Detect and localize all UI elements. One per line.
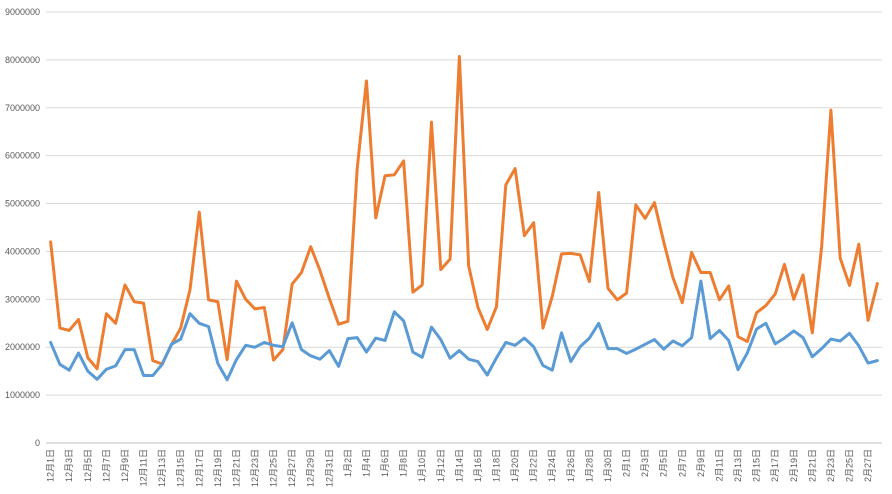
x-tick-label: 2月17日 xyxy=(770,449,780,482)
x-tick-label: 12月15日 xyxy=(176,449,186,487)
y-tick-label: 0 xyxy=(35,438,40,448)
x-tick-label: 12月21日 xyxy=(231,449,241,487)
x-tick-label: 1月28日 xyxy=(584,449,594,482)
x-tick-label: 1月4日 xyxy=(361,449,371,477)
x-tick-label: 12月9日 xyxy=(120,449,130,482)
x-tick-label: 12月1日 xyxy=(46,449,56,482)
y-tick-label: 3000000 xyxy=(5,294,40,304)
y-tick-label: 6000000 xyxy=(5,151,40,161)
x-tick-label: 1月20日 xyxy=(510,449,520,482)
x-tick-label: 2月15日 xyxy=(752,449,762,482)
x-tick-label: 1月24日 xyxy=(547,449,557,482)
x-tick-label: 12月19日 xyxy=(213,449,223,487)
x-tick-label: 2月7日 xyxy=(677,449,687,477)
x-tick-label: 1月22日 xyxy=(529,449,539,482)
x-tick-label: 2月11日 xyxy=(714,449,724,481)
x-tick-label: 2月23日 xyxy=(826,449,836,482)
x-tick-label: 2月9日 xyxy=(696,449,706,477)
x-tick-label: 2月13日 xyxy=(733,449,743,482)
x-tick-label: 12月11日 xyxy=(139,449,149,486)
x-tick-label: 1月14日 xyxy=(454,449,464,482)
x-tick-label: 12月31日 xyxy=(324,449,334,487)
x-tick-label: 12月25日 xyxy=(269,449,279,487)
y-tick-label: 1000000 xyxy=(5,390,40,400)
x-tick-label: 1月12日 xyxy=(436,449,446,482)
series-line-2 xyxy=(49,279,879,382)
series-lines xyxy=(49,55,879,382)
x-tick-label: 12月7日 xyxy=(101,449,111,482)
x-tick-label: 1月26日 xyxy=(566,449,576,482)
x-axis-tick-labels: 12月1日 12月3日 12月5日 12月7日 12月9日 12月11日 12月13日 12月… xyxy=(46,449,873,487)
x-tick-label: 2月19日 xyxy=(789,449,799,482)
x-tick-label: 12月23日 xyxy=(250,449,260,487)
x-tick-label: 12月17日 xyxy=(194,449,204,487)
y-tick-label: 4000000 xyxy=(5,246,40,256)
x-tick-label: 2月27日 xyxy=(863,449,873,482)
y-tick-label: 8000000 xyxy=(5,55,40,65)
y-tick-label: 9000000 xyxy=(5,7,40,17)
x-tick-label: 1月16日 xyxy=(473,449,483,482)
x-tick-label: 12月3日 xyxy=(64,449,74,482)
y-axis-tick-labels: 0 1000000 2000000 3000000 4000000 5000000 6000… xyxy=(5,7,40,448)
x-tick-label: 2月1日 xyxy=(622,449,632,477)
x-tick-label: 2月5日 xyxy=(659,449,669,477)
y-tick-label: 5000000 xyxy=(5,199,40,209)
x-tick-label: 12月13日 xyxy=(157,449,167,487)
gridlines xyxy=(46,11,882,396)
x-tick-label: 2月25日 xyxy=(844,449,854,482)
x-tick-label: 1月8日 xyxy=(399,449,409,477)
x-tick-label: 1月18日 xyxy=(492,449,502,482)
x-tick-label: 1月30日 xyxy=(603,449,613,482)
x-tick-label: 2月3日 xyxy=(640,449,650,477)
y-tick-label: 2000000 xyxy=(5,342,40,352)
x-tick-label: 1月6日 xyxy=(380,449,390,477)
x-tick-label: 12月27日 xyxy=(287,449,297,487)
x-tick-label: 2月21日 xyxy=(807,449,817,482)
x-tick-label: 1月10日 xyxy=(417,449,427,482)
y-tick-label: 7000000 xyxy=(5,103,40,113)
series-line-1 xyxy=(49,55,879,371)
x-tick-label: 12月29日 xyxy=(306,449,316,487)
x-tick-label: 12月5日 xyxy=(83,449,93,482)
x-tick-label: 1月2日 xyxy=(343,449,353,477)
